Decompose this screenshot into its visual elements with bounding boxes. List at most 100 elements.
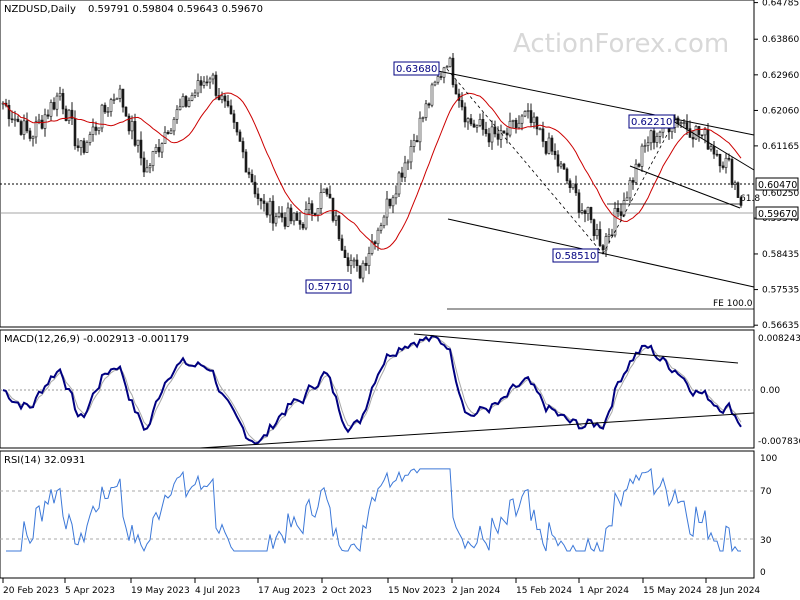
candle-body (409, 146, 413, 163)
candle-body (679, 122, 683, 125)
candle-body (334, 215, 338, 221)
recent-high-tag: 0.62210 (628, 114, 675, 129)
candle-body (526, 110, 530, 112)
candle-body (43, 114, 47, 129)
candle-body (121, 88, 125, 108)
candle-body (406, 161, 410, 164)
low-2024-label: 0.58510 (555, 251, 596, 262)
candle-body (211, 74, 215, 80)
candle-body (652, 130, 656, 143)
fib-label: 61.8 (740, 194, 760, 204)
candle-body (31, 136, 35, 139)
candle-body (145, 167, 149, 173)
candle-body (706, 129, 710, 150)
candle-body (529, 110, 533, 123)
candle-body (511, 119, 515, 122)
candle-body (124, 106, 128, 117)
rsi-line (6, 467, 741, 553)
candle-body (715, 153, 719, 156)
price-tick-label: 0.61165 (762, 142, 799, 152)
candle-body (127, 115, 131, 132)
candle-body (637, 163, 641, 167)
candle-body (703, 129, 707, 136)
candle-body (730, 159, 734, 185)
candle-body (136, 139, 140, 146)
candle-body (697, 126, 701, 136)
candle-body (295, 212, 299, 221)
candle-body (304, 209, 308, 229)
candle-body (604, 236, 608, 251)
candle-body (253, 181, 257, 195)
candle-body (598, 229, 602, 246)
candle-body (499, 130, 503, 140)
candle-body (523, 111, 527, 117)
price-tick-label: 0.62060 (762, 106, 799, 116)
candle-body (337, 215, 341, 240)
candle-body (553, 150, 557, 156)
low-2024-tag: 0.58510 (552, 248, 599, 263)
time-tick-label: 15 Feb 2024 (516, 586, 572, 596)
time-tick-label: 28 Jun 2024 (706, 586, 760, 596)
candle-body (25, 120, 29, 132)
candle-body (76, 145, 80, 148)
candle-body (556, 154, 560, 167)
candle-body (316, 208, 320, 216)
candle-body (415, 140, 419, 143)
candle-body (397, 172, 401, 195)
candle-body (565, 168, 569, 182)
low-2023-tag: 0.57710 (305, 279, 352, 294)
candle-body (181, 96, 185, 108)
candle-body (403, 162, 407, 178)
candle-body (40, 119, 44, 129)
candle-body (430, 84, 434, 106)
candle-body (103, 104, 107, 113)
candle-body (724, 157, 728, 168)
candle-body (88, 134, 92, 143)
candle-body (535, 116, 539, 130)
candle-body (196, 80, 200, 94)
price-panel-ohlc: 0.59791 0.59804 0.59643 0.59670 (88, 4, 263, 15)
candle-body (460, 100, 464, 108)
candle-body (622, 200, 626, 216)
candle-body (319, 192, 323, 209)
candle-body (229, 105, 233, 115)
candle-body (115, 97, 119, 100)
candle-body (85, 142, 89, 153)
candle-body (610, 234, 614, 237)
candle-body (70, 109, 74, 119)
candle-body (718, 153, 722, 167)
candle-body (238, 131, 242, 142)
candle-body (307, 203, 311, 210)
candle-body (139, 139, 143, 159)
rsi-axis-30: 30 (760, 536, 772, 546)
current-price-tag: 0.59670 (755, 206, 799, 220)
candle-body (688, 128, 692, 138)
candle-body (169, 130, 173, 134)
candle-body (172, 118, 176, 132)
time-tick-label: 15 Nov 2023 (388, 586, 446, 596)
macd-axis-bottom: -0.007836 (758, 437, 800, 447)
macd-panel-title: MACD(12,26,9) -0.002913 -0.001179 (4, 334, 189, 345)
candle-body (310, 203, 314, 214)
candle-body (388, 198, 392, 207)
candle-body (313, 213, 317, 216)
candle-body (451, 57, 455, 85)
reference-price-tag: 0.60470 (755, 177, 799, 191)
candle-body (490, 126, 494, 143)
price-tick-label: 0.58435 (762, 250, 799, 260)
candle-body (475, 125, 479, 128)
rsi-panel: RSI(14) 32.0931 100 70 30 0 (0, 450, 777, 579)
candle-body (634, 163, 638, 183)
price-tick-label: 0.62960 (762, 71, 799, 81)
candle-body (577, 192, 581, 213)
candle-body (205, 81, 209, 84)
candle-body (244, 151, 248, 173)
candle-body (709, 146, 713, 150)
candle-body (235, 122, 239, 133)
candle-body (340, 238, 344, 251)
candle-body (628, 180, 632, 199)
macd-axis-zero: 0.00 (760, 386, 780, 396)
candle-body (37, 119, 41, 123)
candle-body (631, 180, 635, 183)
price-tick-label: 0.63860 (762, 35, 799, 45)
